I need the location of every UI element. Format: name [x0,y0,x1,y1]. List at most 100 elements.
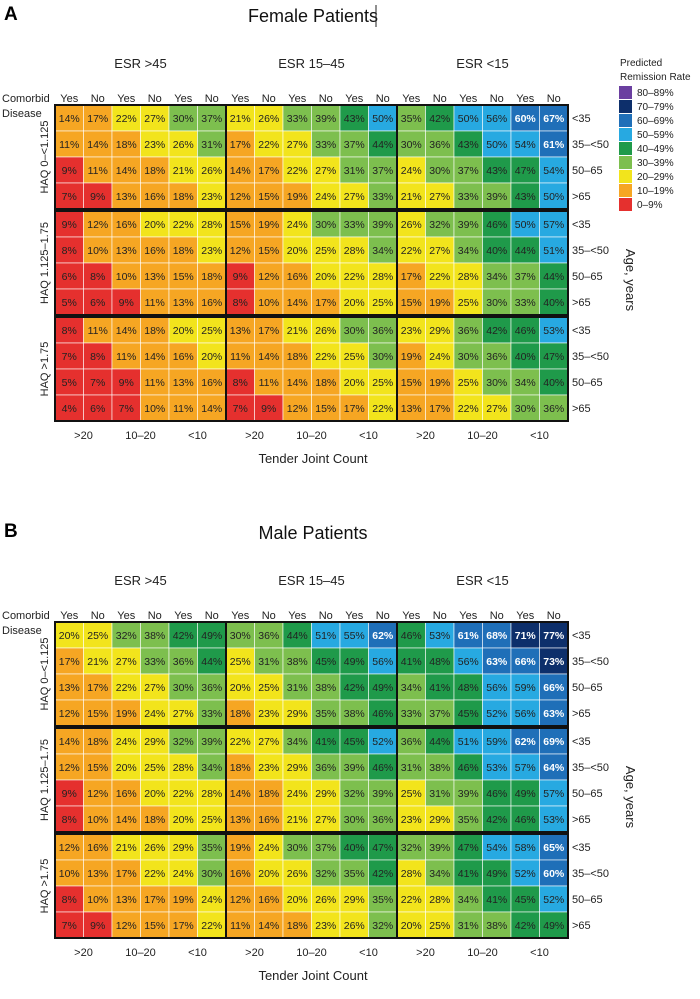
heatmap-cell-label: 33% [315,139,336,151]
heatmap-cell-label: 17% [59,656,80,668]
heatmap-cell [140,182,170,210]
heatmap-cell-label: 29% [429,325,450,337]
heatmap-cell-label: 61% [458,630,480,642]
heatmap-cell [282,394,312,422]
heatmap-cell [453,859,483,887]
heatmap-cell [482,394,512,422]
age-group-label: >65 [572,191,591,203]
heatmap-cell-label: 14% [87,139,108,151]
heatmap-cell-label: 15% [401,297,422,309]
heatmap-cell [368,342,398,370]
heatmap-cell-label: 30% [315,219,336,231]
heatmap-cell [339,699,369,727]
heatmap-cell [197,779,227,807]
heatmap-cell [254,779,284,807]
tender-joint-count-label: >20 [74,430,93,442]
haq-group-label: HAQ >1.75 [39,859,51,914]
legend-label: 40–49% [637,144,674,155]
panel-letter: A [4,4,18,25]
age-group-label: >65 [572,403,591,415]
heatmap-cell-label: 8% [62,894,77,906]
heatmap-cell-label: 14% [116,814,137,826]
heatmap-cell-label: 47% [543,351,564,363]
heatmap-cell [111,727,141,755]
heatmap-cell-label: 7% [62,191,77,203]
heatmap-cell-label: 41% [429,682,450,694]
heatmap-cell [368,699,398,727]
heatmap-cell-label: 42% [344,682,365,694]
tender-joint-count-label: <10 [530,430,549,442]
heatmap-cell [140,885,170,913]
heatmap-cell-label: 41% [458,868,479,880]
heatmap-cell-label: 29% [429,814,450,826]
heatmap-cell-label: 31% [287,682,308,694]
heatmap-cell-label: 15% [258,191,279,203]
panel-A: A Female Patients ESR >45 ESR 15–45 ESR <15 C… [2,4,638,466]
heatmap-cell-label: 18% [230,708,251,720]
comorbid-label: Disease [2,108,42,120]
esr-group-label: ESR <15 [456,573,508,588]
heatmap-cell-label: 46% [458,762,479,774]
tender-joint-count-label: >20 [416,947,435,959]
age-group-label: <35 [572,736,591,748]
heatmap-cell [254,288,284,316]
heatmap-cell-label: 20% [258,868,279,880]
legend-label: 60–69% [637,116,674,127]
heatmap-cell [425,859,455,887]
heatmap-cell-label: 20% [344,377,365,389]
heatmap-cell-label: 35% [315,708,336,720]
heatmap-cell [482,885,512,913]
heatmap-cell [453,699,483,727]
heatmap-cell [339,394,369,422]
heatmap-cell [225,727,255,755]
heatmap-cell [54,288,84,316]
heatmap-cell [339,130,369,158]
heatmap-cell [368,647,398,675]
heatmap-cell [140,236,170,264]
heatmap-cell-label: 31% [429,788,450,800]
heatmap-cell [168,236,198,264]
heatmap-cell [282,342,312,370]
heatmap-cell [254,130,284,158]
heatmap-cell-label: 10% [116,271,137,283]
heatmap-cell-label: 33% [401,708,422,720]
legend-swatch [619,156,632,169]
heatmap-cell [140,288,170,316]
heatmap-cell [282,673,312,701]
heatmap-cell-label: 41% [315,736,336,748]
heatmap-cell-label: 52% [372,736,393,748]
heatmap-cell [254,182,284,210]
heatmap-cell-label: 29% [287,762,308,774]
heatmap-cell-label: 12% [87,219,108,231]
heatmap-cell-label: 44% [543,271,564,283]
age-group-label: 50–65 [572,788,603,800]
heatmap-cell [425,316,455,344]
panel-title: Female Patients [248,6,378,26]
heatmap-cell [396,316,426,344]
heatmap-cell [510,182,540,210]
heatmap-cell-label: 43% [344,113,365,125]
legend-label: 50–59% [637,130,674,141]
tender-joint-count-label: >20 [74,947,93,959]
heatmap-cell-label: 14% [59,113,80,125]
heatmap-cell [282,104,312,132]
heatmap-cell-label: 25% [315,245,336,257]
heatmap-cell-label: 59% [486,736,507,748]
heatmap-cell-label: 64% [543,762,565,774]
heatmap-cell [225,779,255,807]
heatmap-cell-label: 36% [458,325,479,337]
heatmap-cell [254,859,284,887]
heatmap-cell-label: 45% [515,894,536,906]
heatmap-cell-label: 16% [116,788,137,800]
heatmap-cell-label: 13% [116,894,137,906]
heatmap-cell [111,288,141,316]
heatmap-cell-label: 69% [543,736,565,748]
heatmap-cell [368,130,398,158]
heatmap-cell-label: 22% [201,920,222,932]
heatmap-cell-label: 49% [543,920,564,932]
heatmap-cell-label: 30% [173,113,194,125]
heatmap-cell [225,805,255,833]
heatmap-cell-label: 24% [429,351,450,363]
heatmap-cell-label: 37% [515,271,536,283]
